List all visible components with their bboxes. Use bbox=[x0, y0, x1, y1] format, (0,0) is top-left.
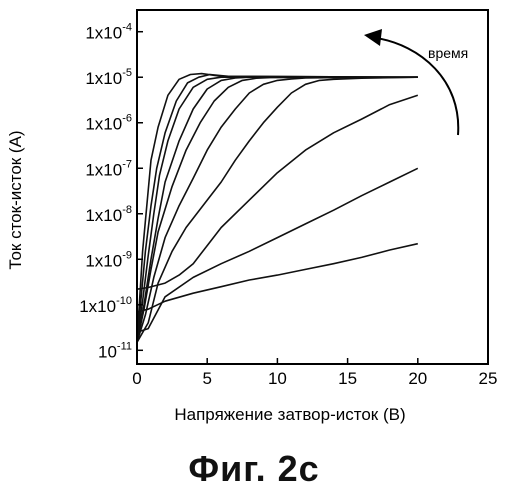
series-line-4 bbox=[137, 77, 418, 342]
time-annotation: время bbox=[428, 45, 468, 61]
x-axis: 0 5 10 15 20 25 bbox=[132, 358, 497, 388]
series-line-2 bbox=[137, 168, 418, 332]
y-tick-label: 1x10-8 bbox=[85, 204, 132, 225]
series-line-7 bbox=[137, 77, 418, 342]
figure-caption: Фиг. 2c bbox=[0, 448, 508, 490]
x-tick-label: 20 bbox=[408, 369, 427, 388]
chart: 0 5 10 15 20 25 10-11 1x10-10 1x10-9 1x10-8 1x10-… bbox=[0, 0, 508, 440]
y-tick-label: 1x10-10 bbox=[79, 295, 132, 316]
series-line-10 bbox=[137, 74, 418, 343]
y-tick-label: 1x10-5 bbox=[85, 67, 132, 88]
x-tick-label: 25 bbox=[479, 369, 498, 388]
y-tick-label: 1x10-7 bbox=[85, 158, 132, 179]
y-axis: 10-11 1x10-10 1x10-9 1x10-8 1x10-7 1x10-6 1x10… bbox=[79, 22, 143, 362]
y-tick-label: 1x10-6 bbox=[85, 113, 132, 134]
y-tick-label: 1x10-9 bbox=[85, 249, 132, 270]
series-group bbox=[137, 74, 418, 343]
series-line-1 bbox=[137, 244, 418, 312]
y-axis-label: Ток сток-исток (А) bbox=[6, 130, 25, 269]
y-tick-label: 10-11 bbox=[98, 340, 132, 361]
x-axis-label: Напряжение затвор-исток (В) bbox=[174, 405, 405, 424]
x-tick-label: 10 bbox=[268, 369, 287, 388]
plot-frame bbox=[137, 10, 488, 364]
series-line-3 bbox=[137, 95, 418, 289]
series-line-5 bbox=[137, 77, 418, 342]
y-tick-label: 1x10-4 bbox=[85, 22, 132, 43]
x-tick-label: 0 bbox=[132, 369, 141, 388]
series-line-6 bbox=[137, 77, 418, 342]
arrowhead-icon bbox=[364, 29, 382, 46]
x-tick-label: 5 bbox=[202, 369, 211, 388]
series-line-8 bbox=[137, 77, 418, 342]
x-tick-label: 15 bbox=[338, 369, 357, 388]
series-line-9 bbox=[137, 75, 418, 343]
